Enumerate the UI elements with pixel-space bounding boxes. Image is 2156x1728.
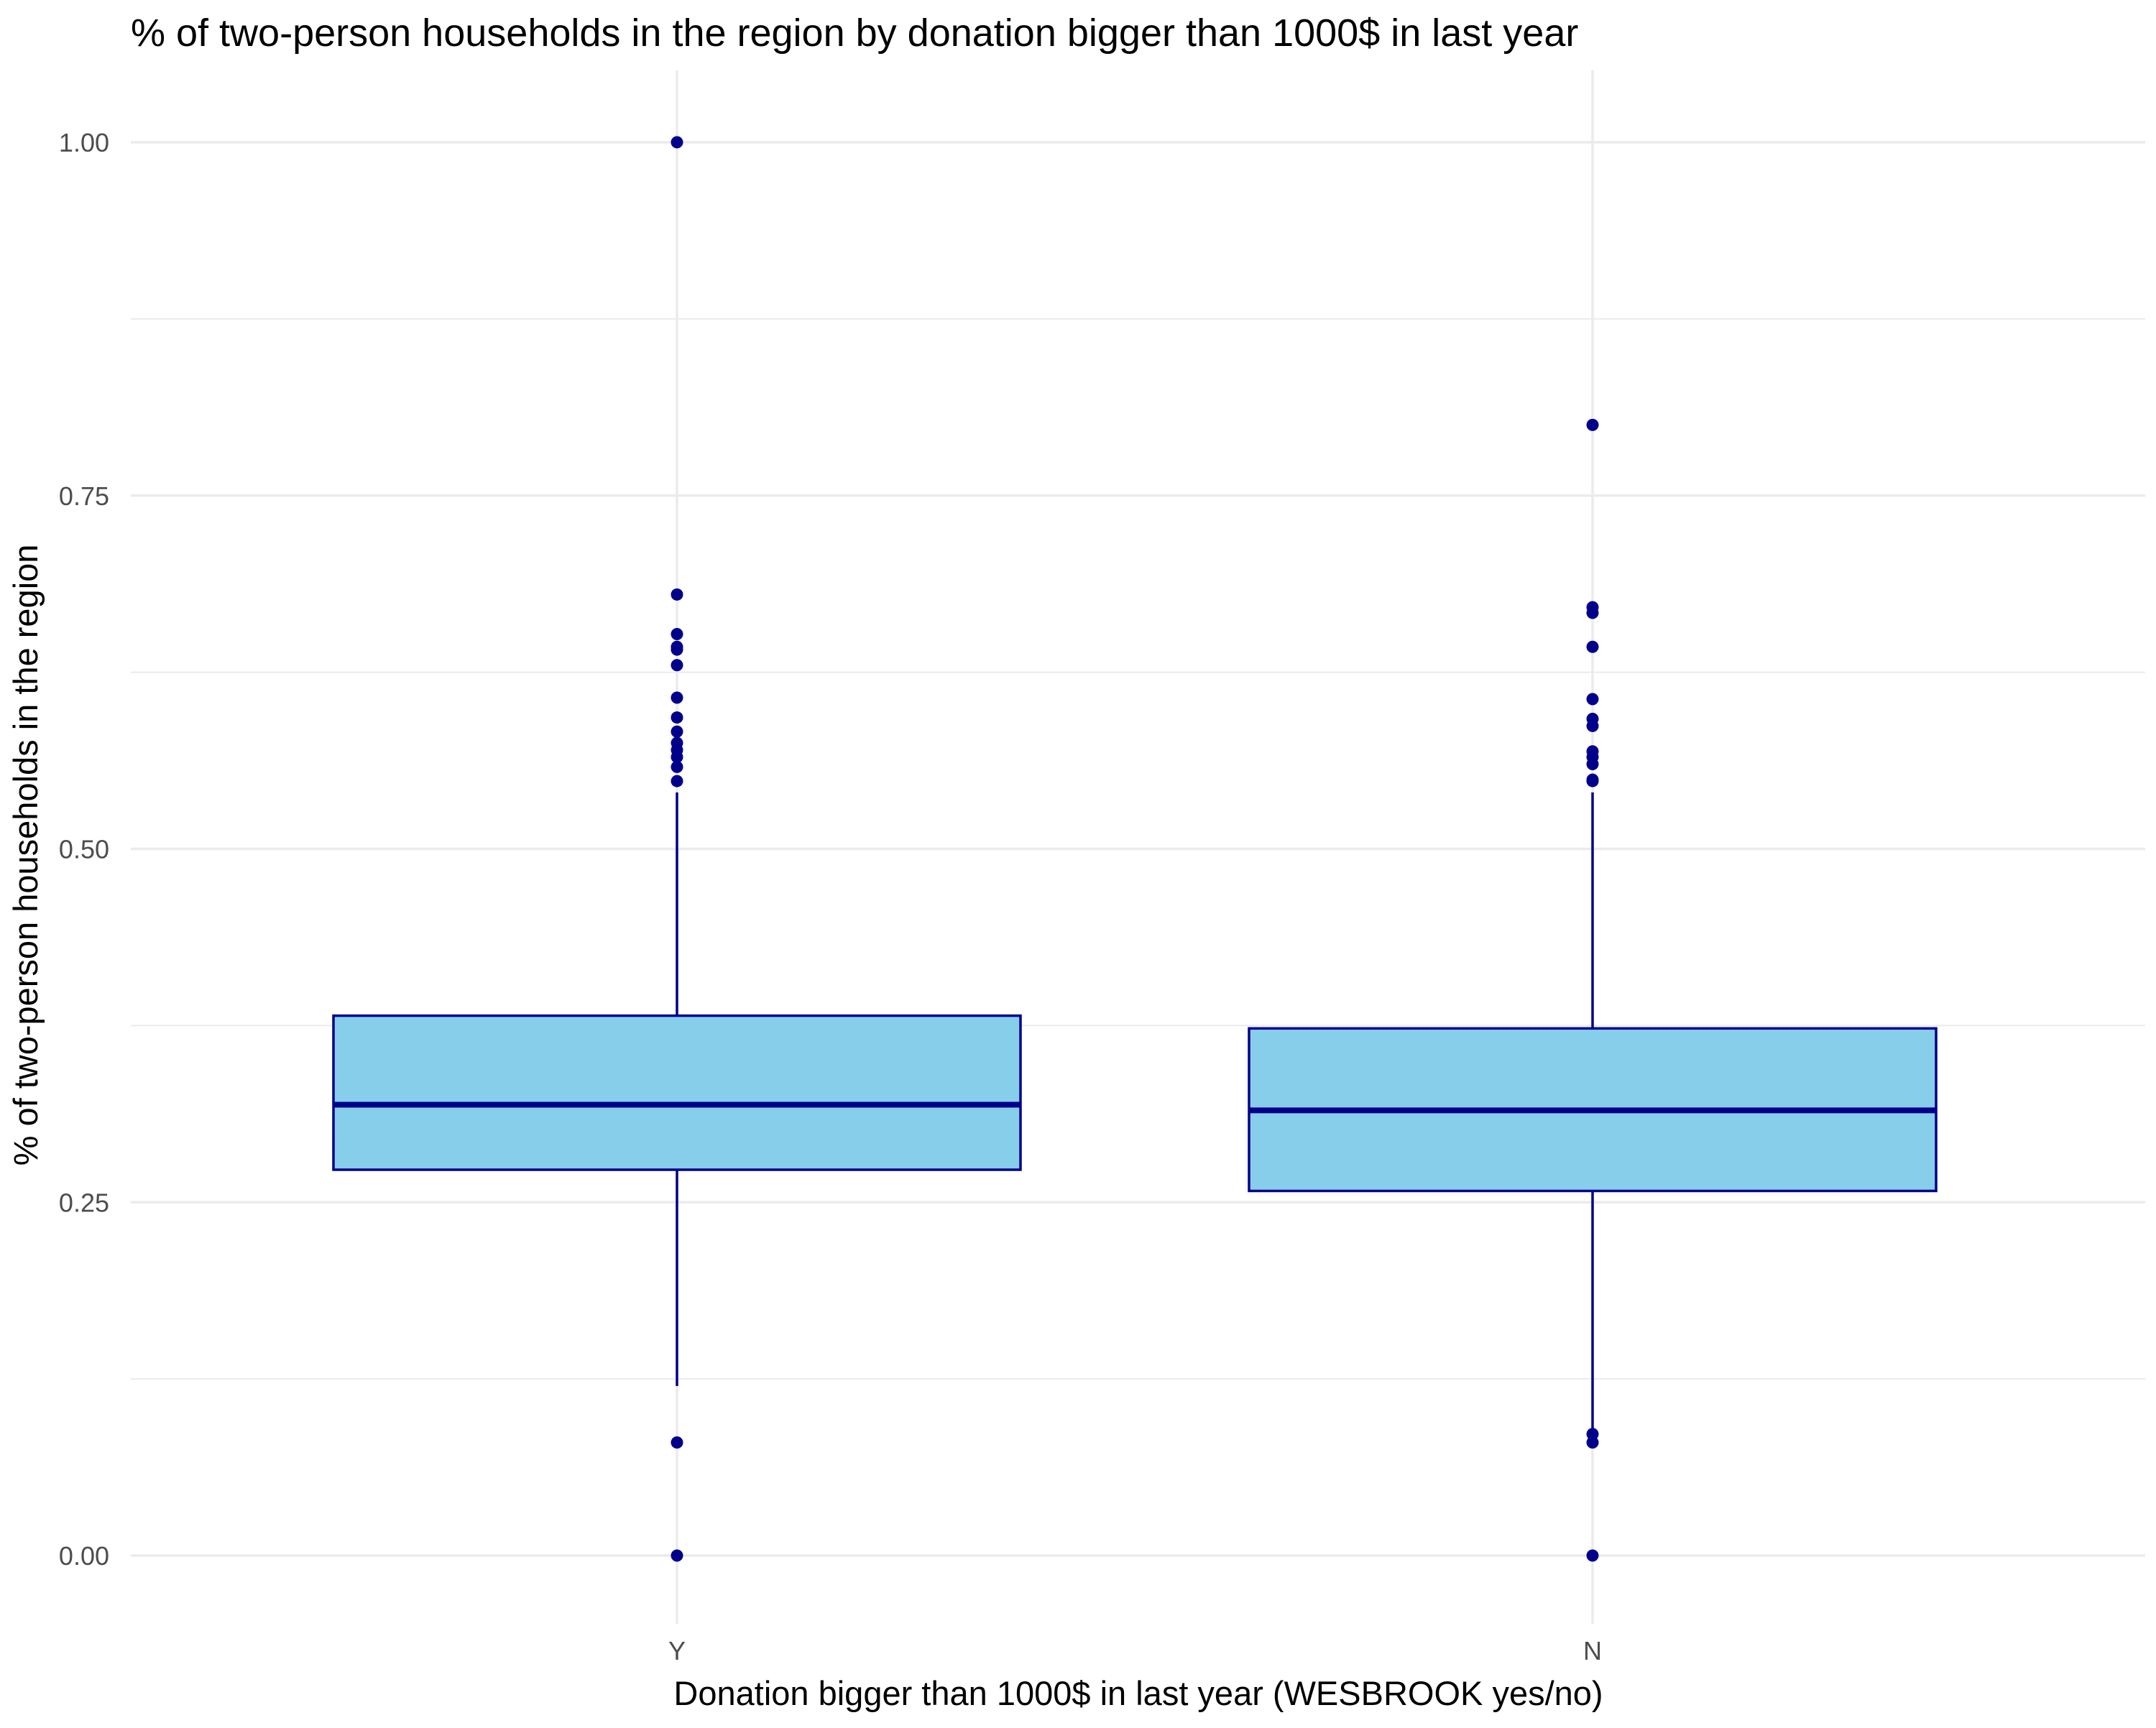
outlier-point [1586,606,1599,619]
y-tick-label: 0.75 [59,481,109,511]
box-group-y [332,136,1022,1562]
iqr-box [332,1014,1022,1171]
outlier-point [1586,1549,1599,1562]
y-tick-label: 1.00 [59,128,109,157]
tick-layer: 0.00 0.25 0.50 0.75 1.00 Y N [59,128,1602,1665]
y-tick-label: 0.50 [59,835,109,864]
outlier-point [1586,775,1599,787]
box-group-n [1248,418,1938,1562]
outlier-point [671,691,683,704]
outlier-point [671,751,683,764]
outlier-point [1586,418,1599,431]
outlier-point [671,1549,683,1562]
outlier-point [1586,719,1599,732]
outlier-point [671,628,683,641]
box-layer [332,136,1938,1562]
x-tick-label: N [1583,1636,1602,1665]
outlier-point [671,711,683,724]
outlier-point [1586,693,1599,706]
outlier-point [671,775,683,787]
outlier-point [1586,757,1599,770]
y-axis-title: % of two-person households in the region [6,545,45,1166]
outlier-point [1586,640,1599,653]
outlier-point [671,588,683,601]
outlier-point [671,659,683,672]
outlier-point [671,643,683,656]
x-tick-label: Y [668,1636,686,1665]
outlier-point [1586,1436,1599,1449]
x-axis-title: Donation bigger than 1000$ in last year … [673,1674,1603,1712]
outlier-point [671,725,683,738]
y-tick-label: 0.25 [59,1188,109,1217]
chart-title: % of two-person households in the region… [131,11,1578,55]
outlier-point [1586,1428,1599,1441]
outlier-point [671,1436,683,1449]
outlier-point [671,760,683,773]
y-tick-label: 0.00 [59,1541,109,1571]
outlier-point [671,136,683,149]
grid-layer [131,70,2145,1624]
